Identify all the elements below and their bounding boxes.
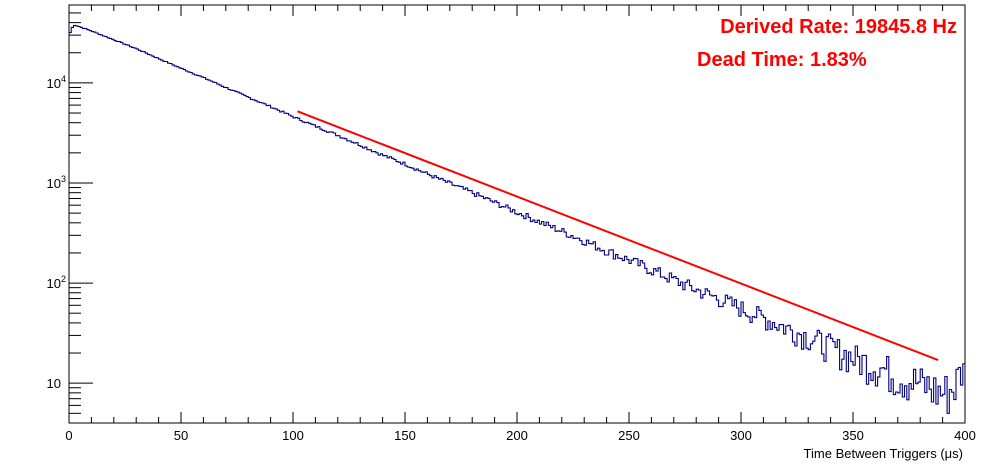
- x-axis-title: Time Between Triggers (μs): [804, 446, 963, 461]
- x-tick-label: 400: [954, 428, 976, 443]
- y-tick-label: 104: [47, 74, 66, 91]
- y-axis-ticks: [69, 4, 93, 424]
- x-tick-label: 300: [730, 428, 752, 443]
- annotation-dead-time: Dead Time: 1.83%: [697, 49, 867, 71]
- x-axis-ticks: [68, 5, 966, 423]
- y-tick-label: 10: [47, 376, 61, 391]
- x-tick-label: 150: [394, 428, 416, 443]
- y-axis-tick-labels: 10 102 103 104: [47, 74, 66, 391]
- x-tick-label: 200: [506, 428, 528, 443]
- y-tick-label: 103: [47, 174, 66, 191]
- x-tick-label: 350: [842, 428, 864, 443]
- series-layer: [69, 24, 965, 414]
- y-tick-label: 102: [47, 274, 66, 291]
- annotation-derived-rate: Derived Rate: 19845.8 Hz: [720, 16, 957, 38]
- x-tick-label: 0: [65, 428, 72, 443]
- x-tick-label: 100: [282, 428, 304, 443]
- fit-line: [297, 110, 939, 362]
- histogram-series: [69, 24, 965, 414]
- x-axis-tick-labels: 0 50 100 150 200 250 300 350 400: [65, 428, 975, 443]
- x-tick-label: 50: [174, 428, 188, 443]
- x-tick-label: 250: [618, 428, 640, 443]
